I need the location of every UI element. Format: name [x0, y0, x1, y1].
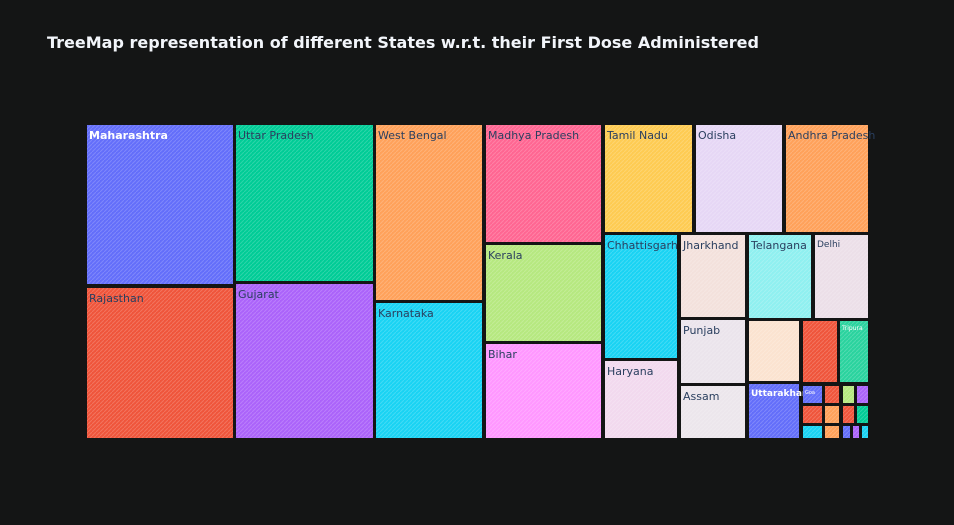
treemap-tile-haryana[interactable]: Haryana — [605, 361, 677, 438]
treemap-tile-small[interactable] — [803, 406, 822, 423]
treemap-tile-assam[interactable]: Assam — [681, 386, 745, 438]
treemap-tile-small[interactable] — [843, 386, 854, 403]
treemap-tile-label: Haryana — [607, 365, 654, 378]
treemap-tile-small[interactable] — [825, 406, 839, 423]
treemap-tile-label: Kerala — [488, 249, 523, 262]
treemap-tile-rect[interactable] — [681, 386, 745, 438]
treemap-tile-small[interactable] — [803, 321, 837, 382]
treemap-tile-label: Gujarat — [238, 288, 280, 301]
treemap-tile-label: Uttar Pradesh — [238, 129, 314, 142]
treemap-tile-label: Madhya Pradesh — [488, 129, 579, 142]
treemap-tile-odisha[interactable]: Odisha — [696, 125, 782, 232]
treemap-tile-rect[interactable] — [815, 235, 868, 318]
treemap-tile-rect[interactable] — [236, 284, 373, 438]
treemap-tile-label: Rajasthan — [89, 292, 144, 305]
treemap-tile-small[interactable] — [825, 386, 839, 403]
treemap-tile-rect[interactable] — [236, 125, 373, 281]
treemap-tile-rect[interactable] — [786, 125, 868, 232]
treemap-tile-rect[interactable] — [681, 235, 745, 317]
treemap-tile-chhattisgarh[interactable]: Chhattisgarh — [605, 235, 678, 358]
treemap-tile-label: West Bengal — [378, 129, 447, 142]
treemap-tile-andhra-pradesh[interactable]: Andhra Pradesh — [786, 125, 875, 232]
treemap-tile-small[interactable] — [862, 426, 868, 438]
treemap-tile-label: Punjab — [683, 324, 720, 337]
treemap-tile-uttar-pradesh[interactable]: Uttar Pradesh — [236, 125, 373, 281]
treemap-tile-small[interactable] — [825, 426, 839, 438]
treemap-tile-rect[interactable] — [87, 125, 233, 284]
treemap-tile-rect[interactable] — [749, 235, 811, 318]
treemap-tile-rect[interactable] — [605, 361, 677, 438]
chart-title: TreeMap representation of different Stat… — [47, 33, 759, 52]
treemap-tile-rect[interactable] — [486, 245, 601, 341]
treemap-tile-tamil-nadu[interactable]: Tamil Nadu — [605, 125, 692, 232]
treemap-tile-small[interactable] — [749, 321, 799, 381]
treemap-tile-rect[interactable] — [486, 344, 601, 438]
treemap-tile-small[interactable] — [853, 426, 859, 438]
treemap-tile-goa[interactable]: Goa — [803, 386, 822, 403]
treemap-tile-karnataka[interactable]: Karnataka — [376, 303, 482, 438]
treemap-tile-small[interactable] — [803, 426, 822, 438]
treemap-tile-punjab[interactable]: Punjab — [681, 320, 745, 383]
treemap-tile-label: Telangana — [750, 239, 807, 252]
treemap-tile-label: Karnataka — [378, 307, 434, 320]
treemap-tile-rect[interactable] — [605, 235, 677, 358]
treemap-tile-label: Uttarakhand — [751, 389, 815, 399]
treemap-tile-tripura[interactable]: Tripura — [840, 321, 868, 382]
treemap-tile-delhi[interactable]: Delhi — [815, 235, 868, 318]
treemap-tile-label: Delhi — [817, 240, 840, 250]
treemap-tile-label: Andhra Pradesh — [788, 129, 875, 142]
treemap-tile-gujarat[interactable]: Gujarat — [236, 284, 373, 438]
treemap-tile-label: Tamil Nadu — [606, 129, 668, 142]
treemap-tile-west-bengal[interactable]: West Bengal — [376, 125, 482, 300]
treemap-tile-telangana[interactable]: Telangana — [749, 235, 811, 318]
treemap-tile-label: Goa — [805, 390, 815, 396]
treemap-tile-rect[interactable] — [486, 125, 601, 242]
treemap-tile-label: Bihar — [488, 348, 517, 361]
treemap-tile-rect[interactable] — [840, 321, 868, 382]
treemap-tile-uttarakhand[interactable]: Uttarakhand — [749, 384, 815, 438]
treemap-tile-rect[interactable] — [87, 288, 233, 438]
treemap-tile-maharashtra[interactable]: Maharashtra — [87, 125, 233, 284]
treemap-tile-small[interactable] — [857, 406, 868, 423]
treemap-tile-jharkhand[interactable]: Jharkhand — [681, 235, 745, 317]
treemap-tile-small[interactable] — [857, 386, 868, 403]
treemap-tile-rect[interactable] — [696, 125, 782, 232]
treemap-tile-rect[interactable] — [376, 125, 482, 300]
treemap-tile-label: Maharashtra — [89, 129, 168, 142]
treemap-tile-rect[interactable] — [681, 320, 745, 383]
treemap-tile-kerala[interactable]: Kerala — [486, 245, 601, 341]
treemap-tile-rect[interactable] — [803, 386, 822, 403]
treemap-tile-label: Tripura — [841, 325, 863, 332]
treemap-tile-small[interactable] — [843, 426, 850, 438]
treemap-tile-label: Jharkhand — [682, 239, 739, 252]
treemap-tile-madhya-pradesh[interactable]: Madhya Pradesh — [486, 125, 601, 242]
treemap-tile-label: Chhattisgarh — [607, 239, 678, 252]
treemap-tile-label: Odisha — [698, 129, 736, 142]
treemap-tile-label: Assam — [683, 390, 719, 403]
treemap-tile-rect[interactable] — [376, 303, 482, 438]
treemap-tile-small[interactable] — [843, 406, 854, 423]
treemap-tile-bihar[interactable]: Bihar — [486, 344, 601, 438]
treemap-tile-rajasthan[interactable]: Rajasthan — [87, 288, 233, 438]
treemap-tile-rect[interactable] — [605, 125, 692, 232]
treemap-tile-rect[interactable] — [749, 384, 799, 438]
